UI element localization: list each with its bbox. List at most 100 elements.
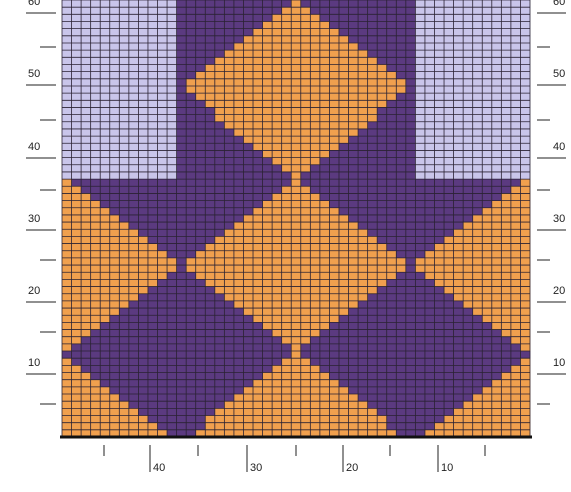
cell: [186, 214, 197, 223]
cell: [253, 35, 263, 44]
cell: [424, 207, 435, 216]
cell: [377, 214, 388, 223]
cell: [520, 272, 531, 280]
cell: [396, 143, 407, 151]
cell: [444, 308, 454, 316]
cell: [510, 193, 521, 201]
cell: [434, 28, 445, 37]
cell: [109, 186, 120, 194]
cell: [472, 322, 483, 330]
cell: [291, 315, 302, 323]
cell: [205, 186, 216, 194]
cell: [109, 358, 120, 366]
cell: [319, 35, 330, 44]
cell: [348, 128, 359, 137]
cell: [291, 394, 302, 402]
cell: [119, 78, 130, 87]
cell: [501, 7, 512, 15]
cell: [176, 171, 187, 180]
cell: [396, 286, 407, 295]
cell: [300, 394, 311, 402]
cell: [424, 272, 435, 280]
cell: [348, 0, 359, 8]
cell: [243, 322, 254, 330]
cell: [167, 379, 177, 388]
cell: [138, 50, 149, 58]
cell: [119, 329, 130, 338]
cell: [338, 93, 349, 101]
cell: [90, 408, 101, 416]
cell: [243, 143, 254, 151]
cell: [386, 365, 397, 373]
cell: [71, 293, 82, 302]
cell: [281, 401, 292, 409]
cell: [338, 293, 349, 302]
cell: [510, 265, 521, 273]
cell: [415, 214, 426, 223]
cell: [434, 422, 445, 431]
cell: [176, 7, 187, 15]
cell: [482, 93, 493, 101]
cell: [358, 28, 368, 37]
cell: [310, 286, 321, 295]
cell: [195, 372, 206, 380]
cell: [310, 121, 321, 130]
cell: [463, 50, 473, 58]
cell: [81, 265, 91, 273]
cell: [291, 257, 302, 266]
cell: [281, 336, 292, 345]
cell: [157, 100, 168, 108]
cell: [109, 214, 120, 223]
cell: [100, 136, 111, 144]
cell: [62, 64, 72, 72]
cell: [291, 386, 302, 395]
cell: [329, 114, 340, 123]
cell: [62, 429, 72, 438]
cell: [205, 351, 216, 359]
cell: [224, 365, 235, 373]
cell: [377, 415, 388, 423]
cell: [62, 343, 72, 352]
cell: [415, 315, 426, 323]
cell: [463, 308, 473, 316]
cell: [233, 222, 244, 230]
cell: [358, 422, 368, 431]
cell: [463, 28, 473, 37]
cell: [300, 429, 311, 438]
cell: [510, 171, 521, 180]
cell: [348, 64, 359, 72]
cell: [128, 21, 139, 29]
cell: [472, 379, 483, 388]
cell: [444, 429, 454, 438]
cell: [415, 336, 426, 345]
cell: [348, 200, 359, 209]
cell: [176, 157, 187, 166]
cell: [186, 300, 197, 309]
cell: [224, 200, 235, 209]
cell: [176, 315, 187, 323]
cell: [396, 358, 407, 366]
cell: [272, 93, 282, 101]
cell: [167, 308, 177, 316]
cell: [186, 107, 197, 115]
cell: [167, 315, 177, 323]
cell: [329, 265, 340, 273]
cell: [157, 186, 168, 194]
cell: [62, 57, 72, 65]
cell: [501, 150, 512, 158]
cell: [444, 365, 454, 373]
cell: [176, 229, 187, 237]
cell: [128, 207, 139, 216]
cell: [520, 243, 531, 252]
cell: [272, 179, 282, 187]
cell: [71, 128, 82, 137]
cell: [233, 343, 244, 352]
cell: [310, 401, 321, 409]
cell: [90, 222, 101, 230]
cell: [434, 100, 445, 108]
cell: [224, 57, 235, 65]
cell: [186, 401, 197, 409]
cell: [147, 7, 158, 15]
cell: [291, 35, 302, 44]
cell: [100, 85, 111, 94]
